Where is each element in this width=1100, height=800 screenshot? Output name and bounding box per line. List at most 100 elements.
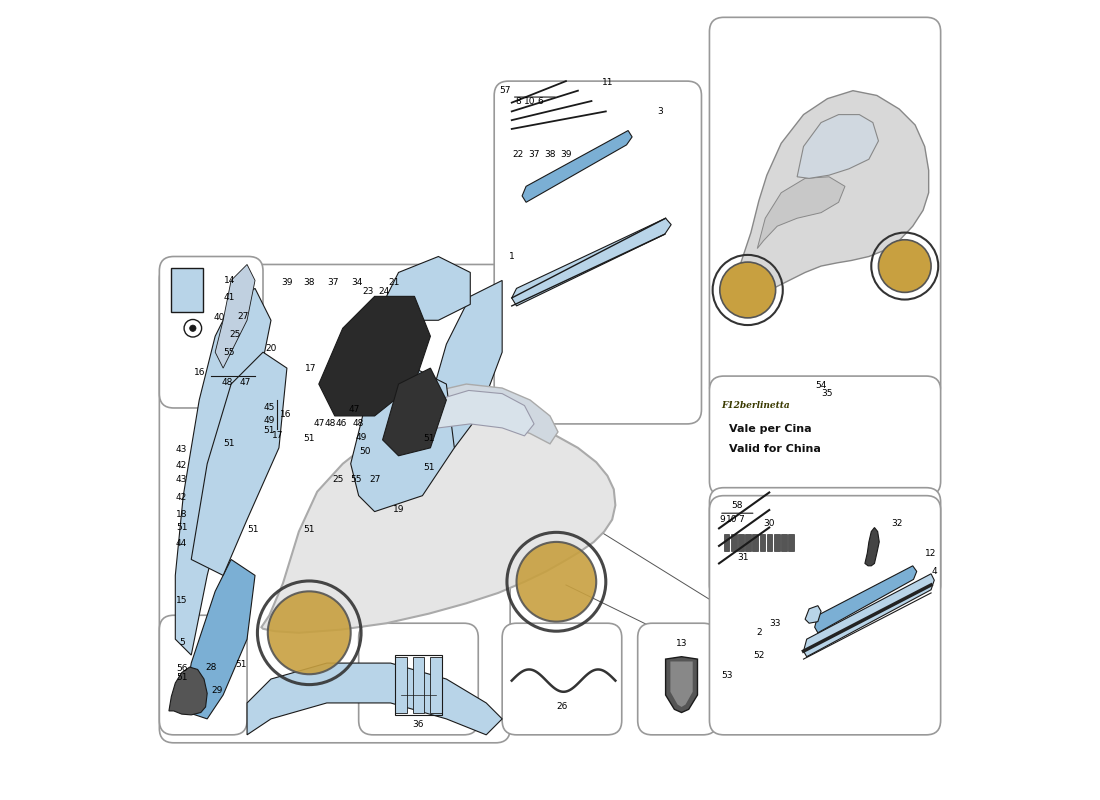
FancyBboxPatch shape xyxy=(494,81,702,424)
Text: 49: 49 xyxy=(264,416,275,426)
Text: Vale per Cina: Vale per Cina xyxy=(729,424,812,434)
Text: 51: 51 xyxy=(176,523,187,532)
Text: 17: 17 xyxy=(272,431,283,440)
Circle shape xyxy=(189,325,196,331)
Polygon shape xyxy=(175,288,271,655)
Polygon shape xyxy=(398,390,535,442)
Text: 5: 5 xyxy=(179,638,185,647)
Bar xyxy=(732,534,737,551)
Text: 31: 31 xyxy=(737,554,749,562)
Polygon shape xyxy=(522,130,632,202)
Text: 57: 57 xyxy=(498,86,510,95)
FancyBboxPatch shape xyxy=(638,623,717,735)
Text: 2: 2 xyxy=(756,628,761,638)
FancyBboxPatch shape xyxy=(160,257,263,408)
Text: 37: 37 xyxy=(328,278,339,286)
Text: 30: 30 xyxy=(763,519,776,528)
Polygon shape xyxy=(248,663,503,735)
Text: 36: 36 xyxy=(412,720,425,729)
Text: 47: 47 xyxy=(314,419,324,429)
Text: 14: 14 xyxy=(223,276,235,285)
Text: 24: 24 xyxy=(378,287,389,296)
Text: 43: 43 xyxy=(176,475,187,484)
Bar xyxy=(767,534,772,551)
Text: 51: 51 xyxy=(235,660,248,669)
Text: 51: 51 xyxy=(176,673,187,682)
Circle shape xyxy=(517,542,596,622)
Text: 42: 42 xyxy=(176,493,187,502)
Text: 40: 40 xyxy=(213,314,224,322)
Polygon shape xyxy=(412,657,424,713)
Text: 27: 27 xyxy=(368,475,381,484)
Polygon shape xyxy=(430,281,503,448)
Text: 55: 55 xyxy=(351,475,362,484)
Text: 45: 45 xyxy=(264,403,275,413)
Polygon shape xyxy=(670,662,693,707)
Text: 38: 38 xyxy=(544,150,556,159)
Polygon shape xyxy=(395,657,407,713)
Polygon shape xyxy=(798,114,879,178)
Text: 54: 54 xyxy=(815,381,827,390)
Text: 44: 44 xyxy=(176,539,187,548)
Text: 23: 23 xyxy=(363,287,374,296)
Text: 47: 47 xyxy=(240,378,251,387)
Text: 50: 50 xyxy=(360,446,371,455)
Text: for details: for details xyxy=(334,538,463,597)
Text: 15: 15 xyxy=(176,596,187,606)
Text: 8: 8 xyxy=(515,98,521,106)
Text: F12berlinetta: F12berlinetta xyxy=(722,401,790,410)
Circle shape xyxy=(719,262,775,318)
Text: 16: 16 xyxy=(279,410,292,419)
FancyBboxPatch shape xyxy=(710,376,940,496)
Polygon shape xyxy=(725,90,928,294)
Text: 43: 43 xyxy=(176,445,187,454)
Text: 55: 55 xyxy=(223,348,235,357)
Polygon shape xyxy=(430,657,441,713)
Text: 17: 17 xyxy=(305,364,317,373)
Text: 38: 38 xyxy=(304,278,315,286)
Text: 4: 4 xyxy=(932,567,937,576)
Text: 51: 51 xyxy=(304,434,315,442)
Bar xyxy=(781,534,786,551)
Text: 25: 25 xyxy=(332,475,343,484)
Text: 20: 20 xyxy=(265,344,277,353)
Text: 46: 46 xyxy=(336,419,346,429)
Bar xyxy=(774,534,780,551)
Text: 33: 33 xyxy=(769,618,781,628)
Polygon shape xyxy=(262,414,615,633)
Text: 51: 51 xyxy=(248,525,260,534)
Text: 22: 22 xyxy=(513,150,524,159)
Text: 6: 6 xyxy=(538,98,543,106)
Polygon shape xyxy=(805,606,821,623)
FancyBboxPatch shape xyxy=(503,623,622,735)
Text: 32: 32 xyxy=(891,519,902,528)
Text: 51: 51 xyxy=(424,434,434,442)
Polygon shape xyxy=(351,368,454,512)
Polygon shape xyxy=(803,574,934,657)
Text: 51: 51 xyxy=(223,439,235,448)
Polygon shape xyxy=(383,257,471,320)
Circle shape xyxy=(267,591,351,674)
Text: 47: 47 xyxy=(349,405,361,414)
Text: 51: 51 xyxy=(264,426,275,434)
Polygon shape xyxy=(363,384,558,470)
Bar xyxy=(738,534,744,551)
Text: 48: 48 xyxy=(353,419,364,429)
Text: 18: 18 xyxy=(176,510,187,519)
Text: 51: 51 xyxy=(424,463,434,472)
FancyBboxPatch shape xyxy=(710,496,940,735)
Text: 26: 26 xyxy=(557,702,568,711)
Text: 1: 1 xyxy=(509,252,515,261)
Text: 27: 27 xyxy=(238,312,249,321)
FancyBboxPatch shape xyxy=(160,615,248,735)
Text: 16: 16 xyxy=(194,367,205,377)
Polygon shape xyxy=(319,296,430,416)
Polygon shape xyxy=(383,368,447,456)
Text: 11: 11 xyxy=(602,78,613,87)
Text: 34: 34 xyxy=(351,278,363,286)
FancyBboxPatch shape xyxy=(359,623,478,735)
Text: 10: 10 xyxy=(524,98,535,106)
Text: 12: 12 xyxy=(925,549,937,558)
Text: 42: 42 xyxy=(176,461,187,470)
Text: 35: 35 xyxy=(822,389,833,398)
